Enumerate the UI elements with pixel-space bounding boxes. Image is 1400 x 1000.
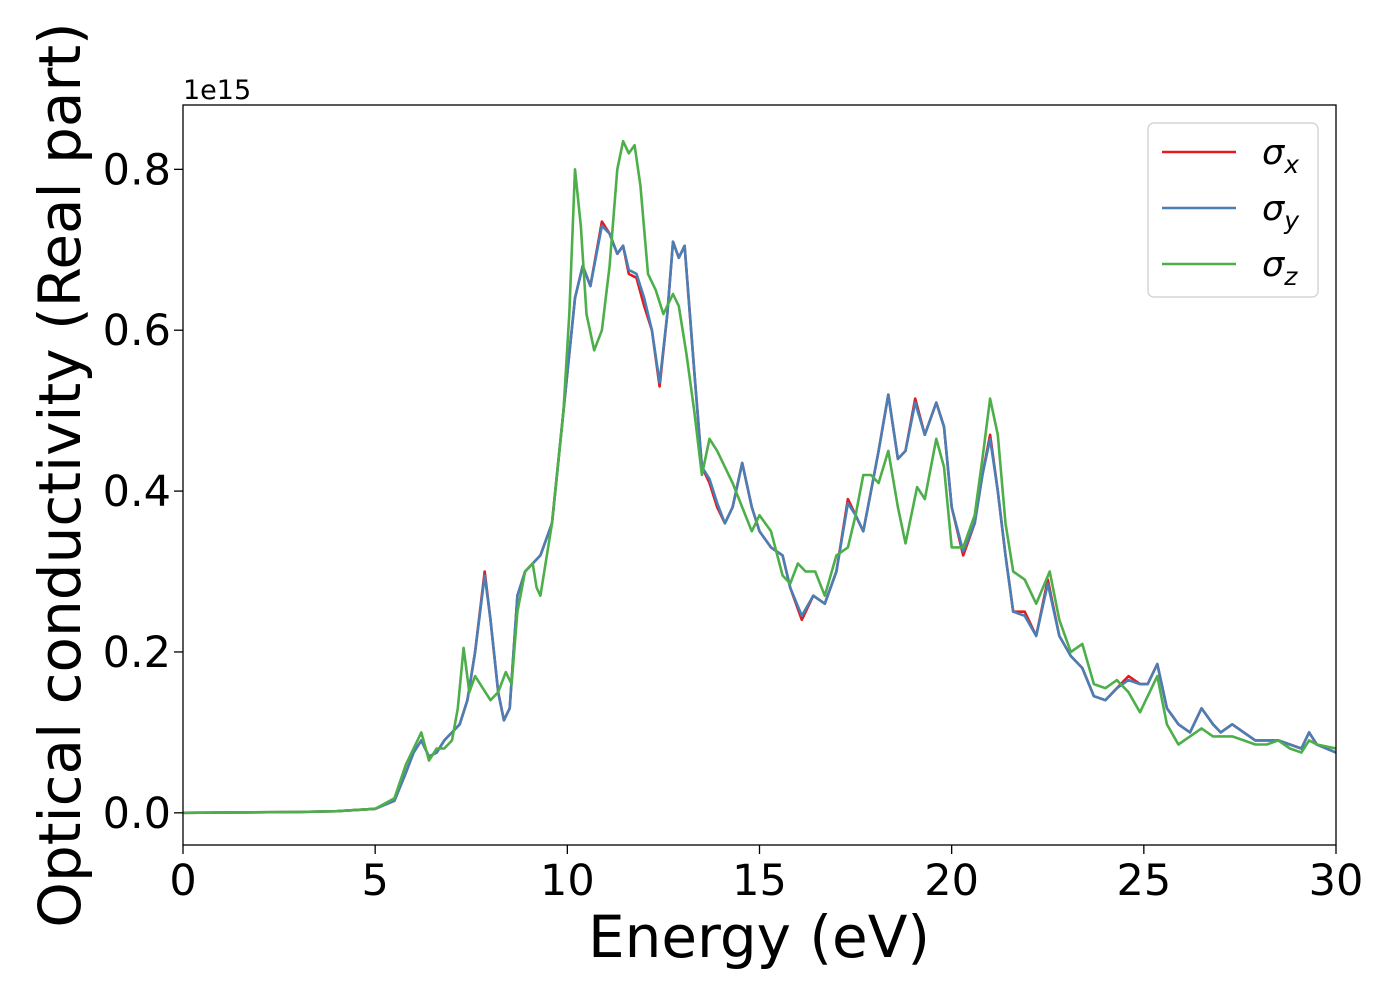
y-tick-label: 0.2: [103, 628, 171, 678]
x-tick-label: 10: [540, 856, 595, 906]
x-axis-label: Energy (eV): [588, 903, 930, 971]
x-tick-label: 15: [732, 856, 787, 906]
legend-label-symbol: σ: [1262, 245, 1286, 285]
x-axis: 0 5 10 15 20 25 30: [169, 845, 1363, 906]
x-tick-label: 0: [169, 856, 196, 906]
legend-label-subscript: z: [1283, 262, 1298, 291]
x-tick-label: 20: [924, 856, 979, 906]
legend-box: [1147, 122, 1319, 298]
y-offset-label: 1e15: [183, 75, 251, 106]
series-line-y: [183, 224, 1336, 815]
legend-label-x: σx: [1262, 133, 1299, 179]
y-axis-label: Optical conductivity (Real part): [26, 22, 94, 927]
legend-label-subscript: y: [1283, 206, 1300, 235]
x-tick-label: 5: [361, 856, 388, 906]
legend-label-subscript: x: [1283, 150, 1299, 179]
legend-label-z: σz: [1262, 245, 1298, 291]
legend-label-symbol: σ: [1262, 133, 1286, 173]
y-axis: 0.0 0.2 0.4 0.6 0.8: [103, 145, 183, 839]
x-tick-label: 25: [1116, 856, 1171, 906]
y-tick-label: 0.6: [103, 306, 171, 356]
series-line-z: [183, 139, 1336, 815]
x-tick-label: 30: [1309, 856, 1364, 906]
legend-label-y: σy: [1262, 189, 1300, 235]
series-layer: [183, 139, 1336, 815]
y-tick-label: 0.0: [103, 789, 171, 839]
y-tick-label: 0.4: [103, 467, 171, 517]
y-tick-label: 0.8: [103, 145, 171, 195]
legend-label-symbol: σ: [1262, 189, 1286, 229]
